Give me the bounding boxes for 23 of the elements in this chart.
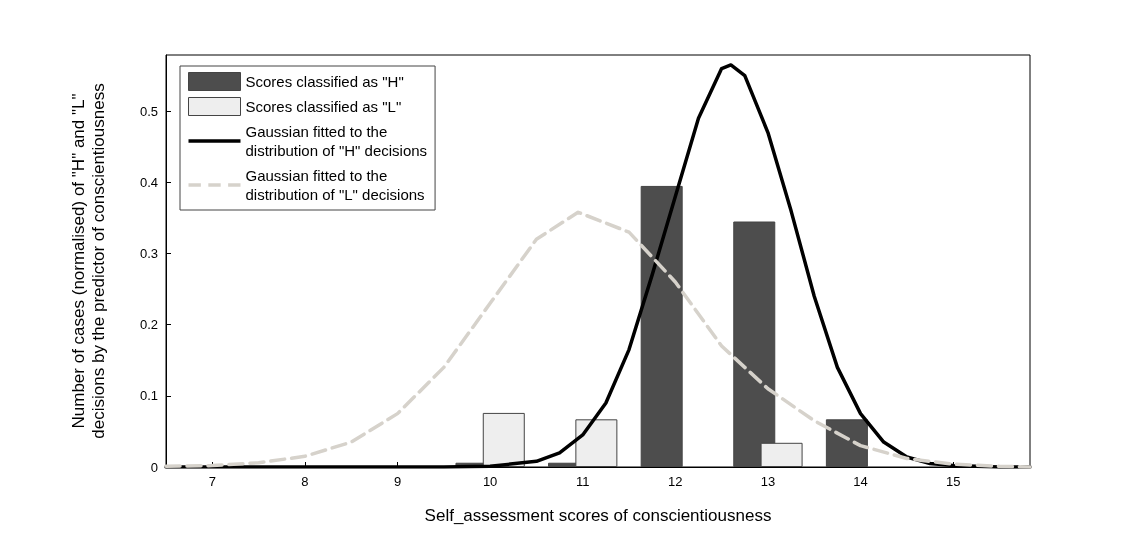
bar: [825, 419, 868, 467]
y-tick-label: 0.3: [139, 246, 158, 262]
y-tick-label: 0.2: [139, 317, 158, 333]
x-tick-label: 7: [208, 474, 216, 489]
x-tick-label: 10: [482, 474, 498, 489]
x-axis-title: Self_assessment scores of conscientiousness: [424, 506, 772, 525]
x-tick-label: 13: [760, 474, 776, 489]
x-tick-label: 12: [668, 474, 683, 489]
y-tick-label: 0: [150, 459, 158, 475]
legend-label: Gaussian fitted to the distribution of "L" decisions: [245, 167, 425, 203]
x-tick-label: 14: [853, 474, 868, 489]
x-tick-label: 15: [945, 474, 961, 489]
y-tick-label: 0.1: [139, 388, 158, 404]
y-axis-title: Number of cases (normalised) of "H" and "L" decisions by the predictor of conscientiousness: [68, 83, 108, 439]
x-tick-label: 11: [575, 474, 590, 489]
y-tick-label: 0.4: [139, 174, 158, 190]
legend-label: Gaussian fitted to the distribution of "H" decisions: [245, 123, 428, 159]
y-tick-label: 0.5: [139, 103, 158, 119]
bar: [640, 185, 683, 467]
legend-label: Scores classified as "L": [245, 98, 402, 115]
legend-label: Scores classified as "H": [245, 73, 404, 90]
x-tick-label: 9: [393, 474, 402, 489]
x-tick-label: 8: [301, 474, 309, 489]
